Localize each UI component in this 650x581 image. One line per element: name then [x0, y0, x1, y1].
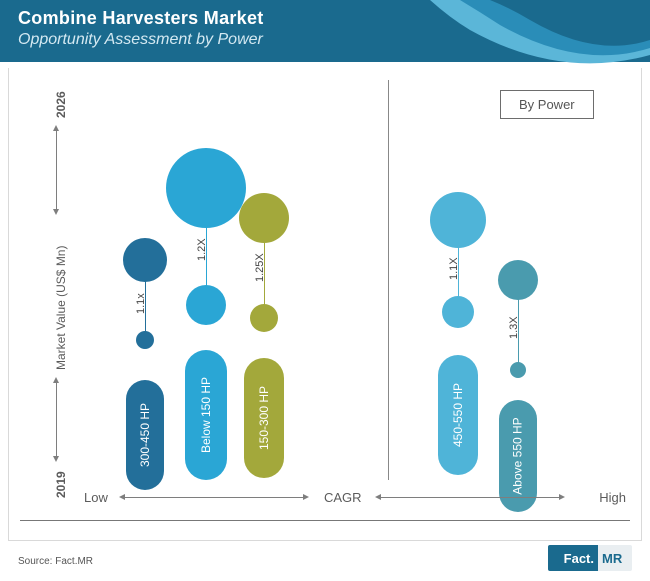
- legend-box: By Power: [500, 90, 594, 119]
- growth-label-above-550: 1.3X: [508, 316, 520, 339]
- y-tick-start: 2019: [54, 471, 68, 498]
- bubble-start-below-150: [186, 285, 226, 325]
- y-tick-end: 2026: [54, 91, 68, 118]
- bubble-end-450-550: [430, 192, 486, 248]
- x-low-label: Low: [84, 490, 108, 505]
- legend-label: By Power: [519, 97, 575, 112]
- plot-region: By Power 1.1x300-450 HP1.2XBelow 150 HP1…: [80, 80, 630, 480]
- series-pill-450-550: 450-550 HP: [438, 355, 478, 475]
- brand-logo: Fact. MR: [548, 545, 632, 571]
- x-arrow-left: [124, 497, 304, 498]
- x-high-label: High: [599, 490, 626, 505]
- growth-label-300-450: 1.1x: [135, 293, 147, 314]
- logo-right: MR: [598, 545, 632, 571]
- chart-area: 2026 Market Value (US$ Mn) 2019 By Power…: [20, 80, 630, 521]
- x-axis: Low CAGR High: [80, 480, 630, 520]
- growth-label-150-300: 1.25X: [254, 253, 266, 282]
- bubble-end-150-300: [239, 193, 289, 243]
- bubble-start-above-550: [510, 362, 526, 378]
- source-text: Source: Fact.MR: [18, 556, 93, 567]
- bubble-end-above-550: [498, 260, 538, 300]
- y-axis: 2026 Market Value (US$ Mn) 2019: [38, 80, 78, 480]
- logo-left: Fact.: [548, 545, 598, 571]
- x-axis-label: CAGR: [324, 490, 362, 505]
- bubble-end-below-150: [166, 148, 246, 228]
- bubble-start-450-550: [442, 296, 474, 328]
- bubble-end-300-450: [123, 238, 167, 282]
- bubble-start-150-300: [250, 304, 278, 332]
- y-axis-label: Market Value (US$ Mn): [54, 246, 68, 370]
- x-arrow-right: [380, 497, 560, 498]
- growth-label-below-150: 1.2X: [196, 238, 208, 261]
- series-pill-below-150: Below 150 HP: [185, 350, 227, 480]
- growth-label-450-550: 1.1X: [448, 257, 460, 280]
- y-arrow-upper: [56, 130, 57, 210]
- series-pill-300-450: 300-450 HP: [126, 380, 164, 490]
- bubble-start-300-450: [136, 331, 154, 349]
- y-arrow-lower: [56, 382, 57, 457]
- mid-divider: [388, 80, 389, 480]
- header-swoosh-icon: [430, 0, 650, 80]
- series-pill-150-300: 150-300 HP: [244, 358, 284, 478]
- header: Combine Harvesters Market Opportunity As…: [0, 0, 650, 68]
